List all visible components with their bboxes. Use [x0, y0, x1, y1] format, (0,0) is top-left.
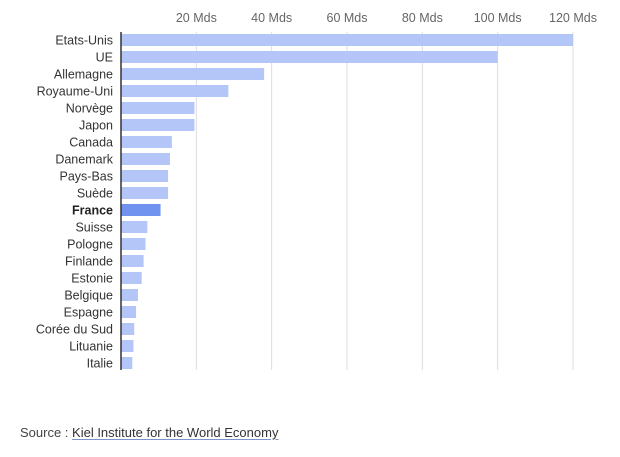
category-label: Pays-Bas — [60, 170, 114, 184]
category-label: Etats-Unis — [55, 34, 113, 48]
category-label: UE — [96, 51, 113, 65]
category-label: Italie — [87, 357, 113, 371]
x-axis-ticks: 20 Mds 40 Mds 60 Mds 80 Mds 100 Mds 120 Mds — [176, 11, 597, 25]
bar-chart: 20 Mds 40 Mds 60 Mds 80 Mds 100 Mds 120 Mds E… — [36, 11, 597, 371]
category-label: Pologne — [67, 238, 113, 252]
x-tick-label: 60 Mds — [327, 11, 368, 25]
bar-finlande — [121, 255, 144, 267]
bar-royaume-uni — [121, 85, 229, 97]
grid-lines — [195, 32, 574, 370]
bar-lituanie — [121, 340, 134, 352]
category-labels: Etats-Unis UE Allemagne Royaume-Uni Norvège J… — [36, 34, 114, 371]
source-prefix: Source : — [20, 425, 73, 440]
category-label: Espagne — [64, 306, 113, 320]
category-label: Lituanie — [69, 340, 113, 354]
bar-japon — [121, 119, 195, 131]
category-label: Corée du Sud — [36, 323, 113, 337]
bar-estonie — [121, 272, 142, 284]
x-tick-label: 80 Mds — [402, 11, 443, 25]
source-note: Source : Kiel Institute for the World Ec… — [20, 425, 278, 440]
bar-allemagne — [121, 68, 265, 80]
x-tick-label: 100 Mds — [474, 11, 522, 25]
category-label: Danemark — [55, 153, 113, 167]
source-link[interactable]: Kiel Institute for the World Economy — [72, 425, 279, 440]
bar-france — [121, 204, 161, 216]
category-label: Allemagne — [54, 68, 113, 82]
bar-danemark — [121, 153, 170, 165]
bar-su-de — [121, 187, 169, 199]
category-label: Suisse — [75, 221, 113, 235]
bar-belgique — [121, 289, 138, 301]
category-label: Estonie — [71, 272, 113, 286]
category-label: Canada — [69, 136, 113, 150]
bar-espagne — [121, 306, 137, 318]
bar-italie — [121, 357, 133, 369]
bar-cor-e-du-sud — [121, 323, 135, 335]
x-tick-label: 120 Mds — [549, 11, 597, 25]
bars — [121, 34, 573, 369]
bar-suisse — [121, 221, 148, 233]
category-label: Finlande — [65, 255, 113, 269]
category-label: Japon — [79, 119, 113, 133]
bar-pays-bas — [121, 170, 169, 182]
category-label: Suède — [77, 187, 113, 201]
bar-ue — [121, 51, 498, 63]
category-label: Belgique — [64, 289, 113, 303]
category-label: Royaume-Uni — [37, 85, 113, 99]
category-label: Norvège — [66, 102, 113, 116]
x-tick-label: 20 Mds — [176, 11, 217, 25]
category-label: France — [72, 204, 113, 218]
bar-pologne — [121, 238, 146, 250]
bar-canada — [121, 136, 172, 148]
bar-norv-ge — [121, 102, 195, 114]
x-tick-label: 40 Mds — [251, 11, 292, 25]
bar-etats-unis — [121, 34, 573, 46]
